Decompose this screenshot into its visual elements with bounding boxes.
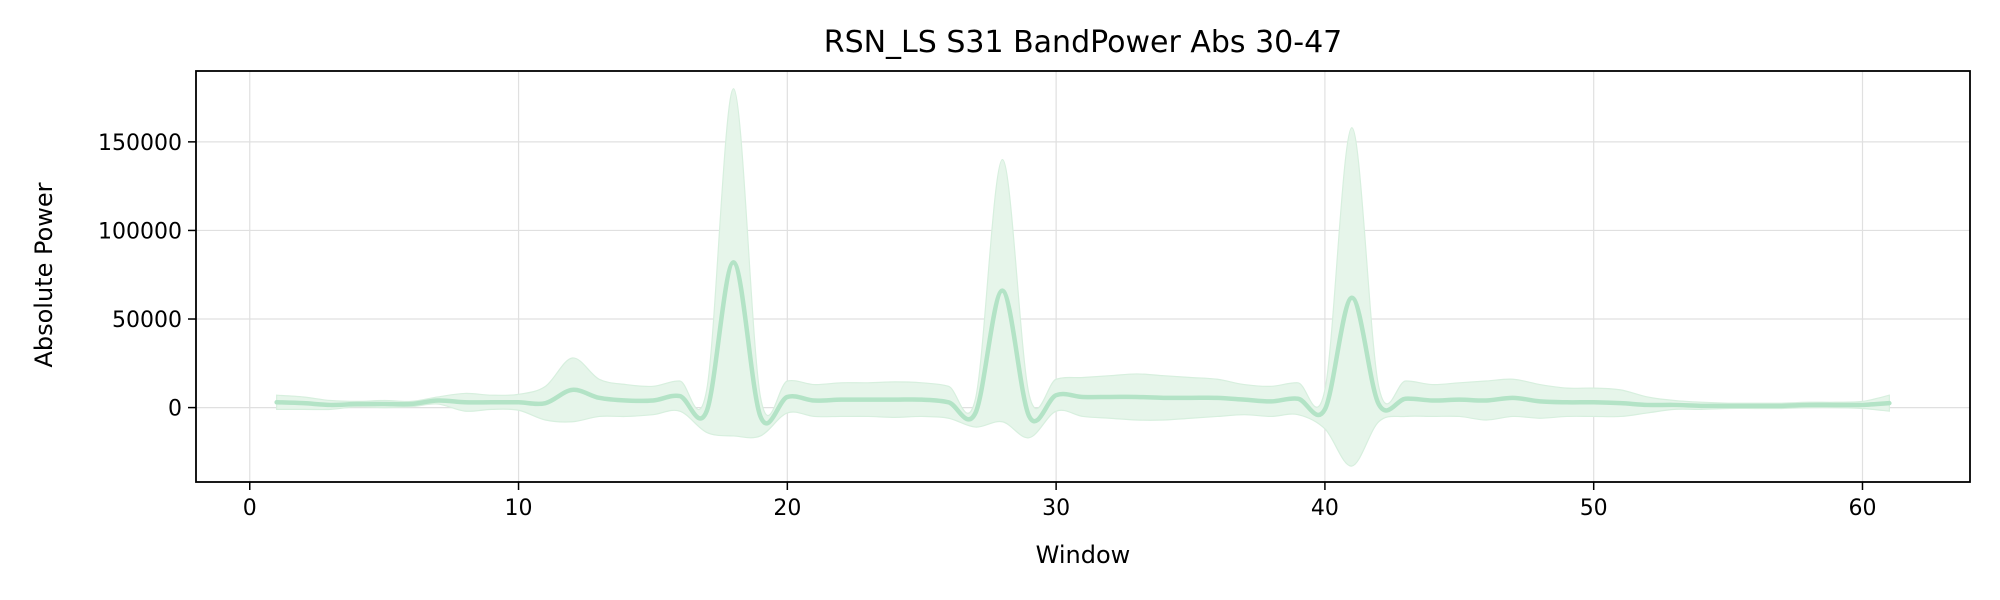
x-tick-label: 30 [1042,496,1070,521]
y-tick-label: 100000 [98,219,182,244]
mean-line [274,260,1892,426]
x-tick-label: 50 [1580,496,1608,521]
plot-area-frame [195,70,1971,483]
confidence-band-layer [276,88,1890,467]
y-axis-ticks: 0 50000 100000 150000 [98,131,196,422]
grid-lines [196,71,1970,482]
x-tick-label: 20 [773,496,801,521]
confidence-band [276,88,1890,467]
y-axis-title: Absolute Power [30,182,58,367]
y-tick-label: 0 [168,397,182,422]
x-tick-label: 60 [1848,496,1876,521]
x-tick-label: 10 [505,496,533,521]
x-axis-title: Window [1036,541,1131,569]
mean-line-layer [274,260,1892,426]
y-tick-label: 150000 [98,131,182,156]
x-tick-label: 40 [1311,496,1339,521]
x-tick-label: 0 [243,496,257,521]
y-tick-label: 50000 [112,308,182,333]
chart-title: RSN_LS S31 BandPower Abs 30-47 [824,25,1343,60]
x-axis-ticks: 0 10 20 30 40 50 60 [243,482,1876,521]
